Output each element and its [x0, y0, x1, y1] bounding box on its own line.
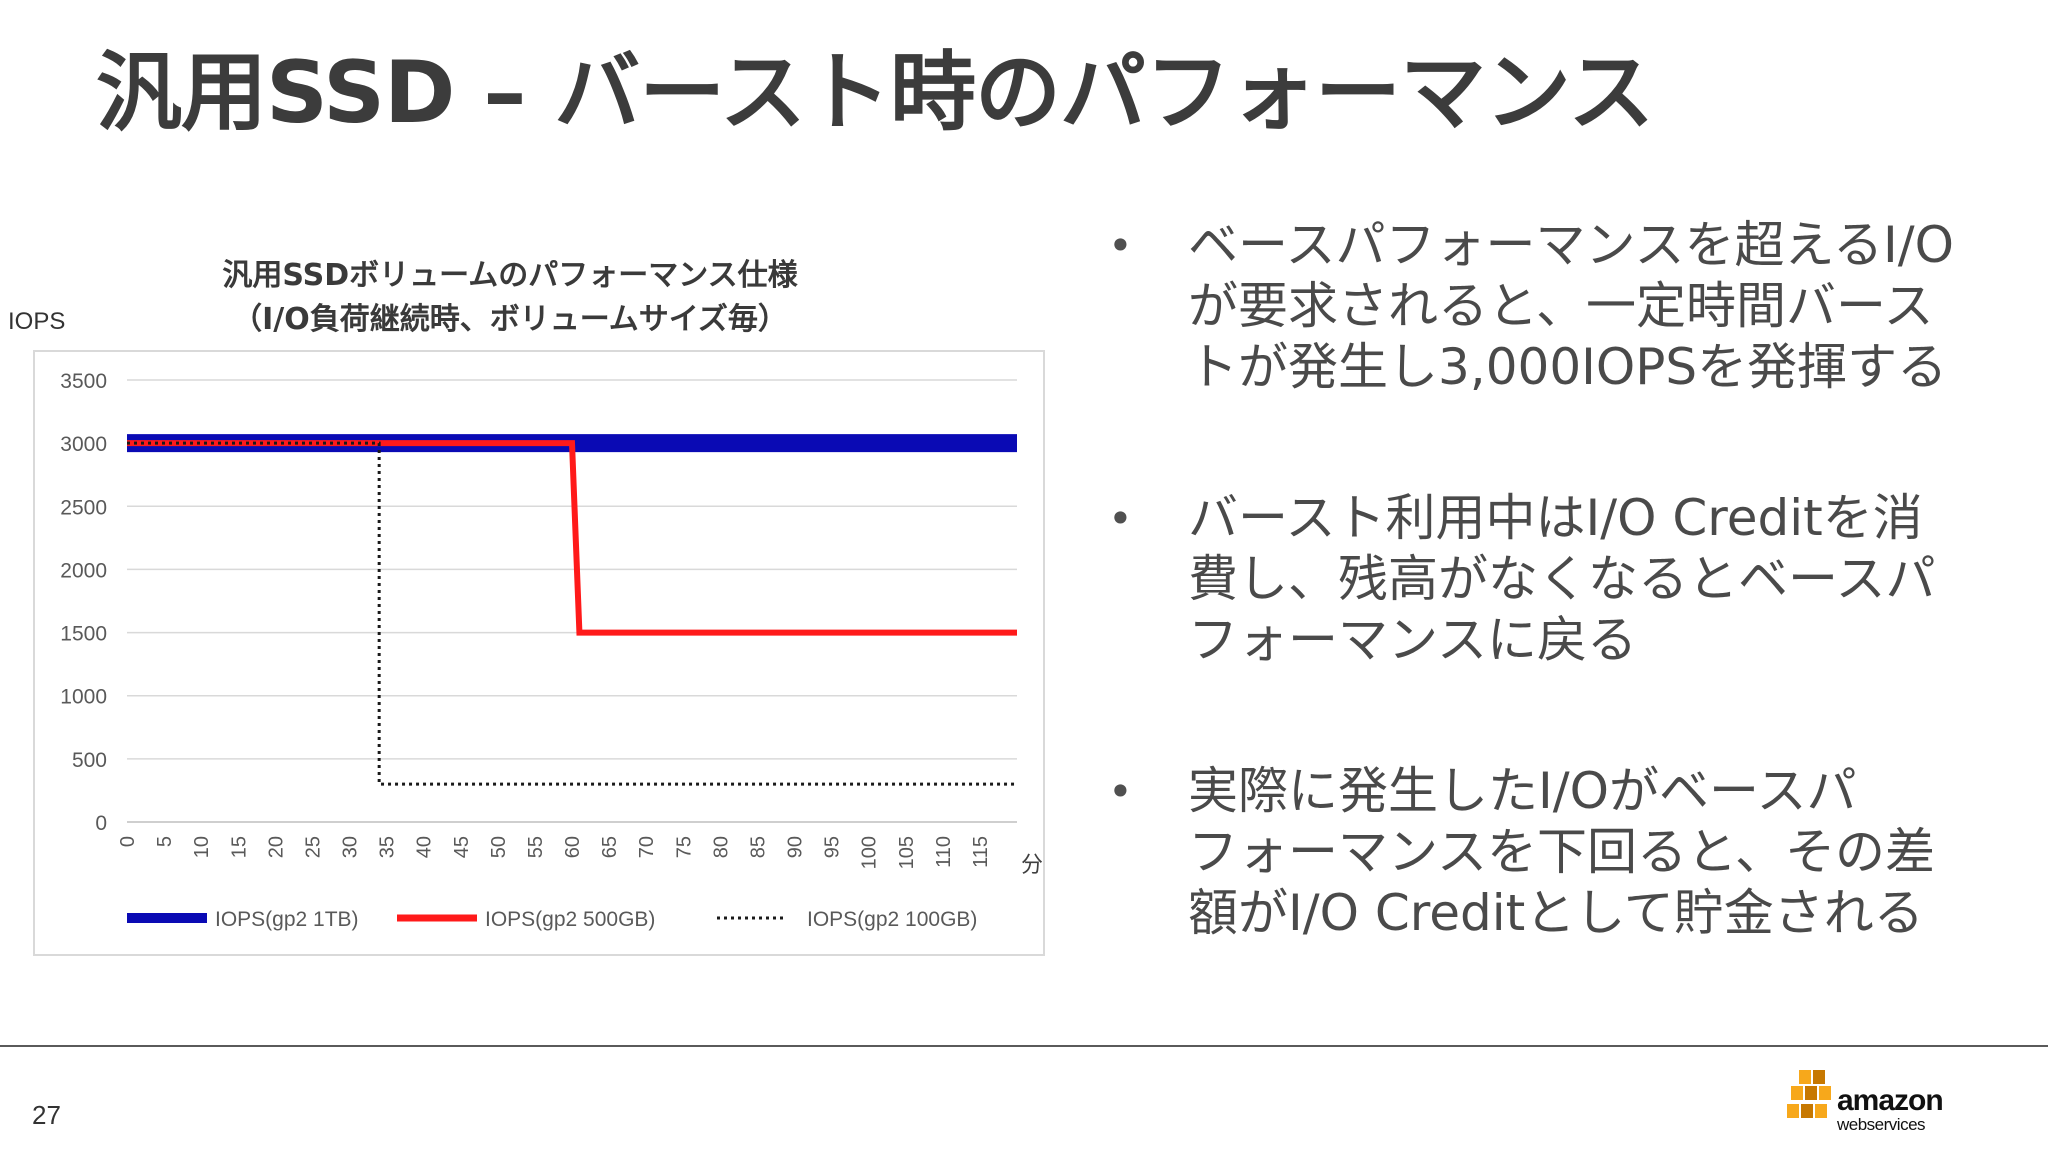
- chart-title-line2: （I/O負荷継続時、ボリュームサイズ毎）: [232, 302, 788, 337]
- x-tick-label: 35: [377, 836, 399, 858]
- bullet-dot-icon: •: [1108, 221, 1133, 270]
- x-tick-label: 80: [710, 836, 732, 858]
- x-tick-label: 110: [933, 836, 955, 868]
- x-tick-label: 15: [228, 836, 250, 858]
- cube-shape: [1805, 1086, 1817, 1100]
- page-number: 27: [32, 1100, 61, 1130]
- bullet-dot-icon: •: [1108, 494, 1133, 543]
- x-tick-label: 55: [525, 836, 547, 858]
- legend-label: IOPS(gp2 100GB): [807, 908, 977, 931]
- cube-shape: [1815, 1104, 1827, 1118]
- x-tick-label: 100: [859, 836, 881, 869]
- bullet-item: • ベースパフォーマンスを超えるI/O が要求されると、一定時間バース トが発生し3,…: [1100, 215, 2040, 398]
- chart-title-line1: 汎用SSDボリュームのパフォーマンス仕様: [222, 258, 798, 293]
- series-line: [127, 440, 1017, 636]
- bullet-item: • 実際に発生したI/Oがベースパ フォーマンスを下回ると、その差 額がI/O Cre…: [1100, 761, 2040, 944]
- x-tick-label: 95: [822, 836, 844, 858]
- x-tick-label: 45: [451, 836, 473, 858]
- cube-shape: [1799, 1070, 1811, 1084]
- x-axis-label: 分: [1021, 853, 1043, 878]
- footer-divider: [0, 1045, 2048, 1047]
- x-tick-label: 20: [265, 836, 287, 858]
- aws-logo: amazon webservices: [1785, 1068, 1945, 1136]
- line-chart: 0 500 1000 1500 2000 2500 3000 3500 0 5 10 15 20 25 30…: [60, 370, 1043, 931]
- x-tick-label: 70: [636, 836, 658, 858]
- bullet-text-line: トが発生し3,000IOPSを発揮する: [1188, 338, 1948, 396]
- x-tick-label: 50: [488, 836, 510, 858]
- x-tick-label: 60: [562, 836, 584, 858]
- legend-label: IOPS(gp2 500GB): [485, 908, 655, 931]
- chart-frame: 0 500 1000 1500 2000 2500 3000 3500 0 5 10 15 20 25 30…: [33, 350, 1045, 956]
- cube-shape: [1791, 1086, 1803, 1100]
- bullet-text-line: 費し、残高がなくなるとベースパ: [1188, 550, 1936, 608]
- logo-wordmark: amazon: [1837, 1084, 1944, 1117]
- bullet-text-line: が要求されると、一定時間バース: [1188, 277, 1934, 335]
- y-tick-label: 3500: [60, 370, 107, 393]
- cube-shape: [1819, 1086, 1831, 1100]
- x-tick-label: 85: [747, 836, 769, 858]
- bullet-text-line: フォーマンスを下回ると、その差: [1188, 823, 1935, 881]
- bullet-text-line: 額がI/O Creditとして貯金される: [1188, 884, 1924, 942]
- x-tick-label: 0: [117, 836, 139, 847]
- x-tick-label: 115: [970, 836, 992, 868]
- x-tick-label: 30: [340, 836, 362, 858]
- x-tick-label: 5: [154, 836, 176, 847]
- cube-shape: [1787, 1104, 1799, 1118]
- chart-title: 汎用SSDボリュームのパフォーマンス仕様 （I/O負荷継続時、ボリュームサイズ毎…: [150, 254, 870, 342]
- y-tick-label: 2000: [60, 559, 107, 582]
- cube-stack-icon: [1787, 1070, 1831, 1118]
- bullet-dot-icon: •: [1108, 767, 1133, 816]
- bullet-item: • バースト利用中はI/O Creditを消 費し、残高がなくなるとベースパ フォーマ…: [1100, 488, 2040, 671]
- x-tick-label: 25: [302, 836, 324, 858]
- y-axis-label: IOPS: [8, 308, 66, 335]
- x-tick-label: 75: [673, 836, 695, 858]
- x-tick-label: 105: [896, 836, 918, 869]
- series-line: [127, 441, 1017, 786]
- cube-shape: [1801, 1104, 1813, 1118]
- y-tick-label: 500: [72, 749, 107, 772]
- slide-title: 汎用SSD – バースト時のパフォーマンス: [96, 43, 1654, 143]
- cube-shape: [1813, 1070, 1825, 1084]
- y-tick-label: 0: [95, 812, 107, 835]
- bullet-text-line: バースト利用中はI/O Creditを消: [1188, 489, 1923, 547]
- bullet-text-line: 実際に発生したI/Oがベースパ: [1188, 762, 1857, 820]
- y-tick-label: 2500: [60, 496, 107, 519]
- x-tick-label: 40: [414, 836, 436, 858]
- y-tick-label: 1500: [60, 623, 107, 646]
- legend-label: IOPS(gp2 1TB): [215, 908, 359, 931]
- bullet-text-line: ベースパフォーマンスを超えるI/O: [1188, 216, 1954, 274]
- x-tick-label: 10: [191, 836, 213, 858]
- y-tick-label: 1000: [60, 686, 107, 709]
- logo-subtitle: webservices: [1837, 1115, 1926, 1134]
- bullet-text-line: フォーマンスに戻る: [1188, 611, 1637, 669]
- y-tick-label: 3000: [60, 433, 107, 456]
- x-tick-label: 65: [599, 836, 621, 858]
- bullet-list: • ベースパフォーマンスを超えるI/O が要求されると、一定時間バース トが発生し3,…: [1100, 215, 2040, 1034]
- x-tick-label: 90: [785, 836, 807, 858]
